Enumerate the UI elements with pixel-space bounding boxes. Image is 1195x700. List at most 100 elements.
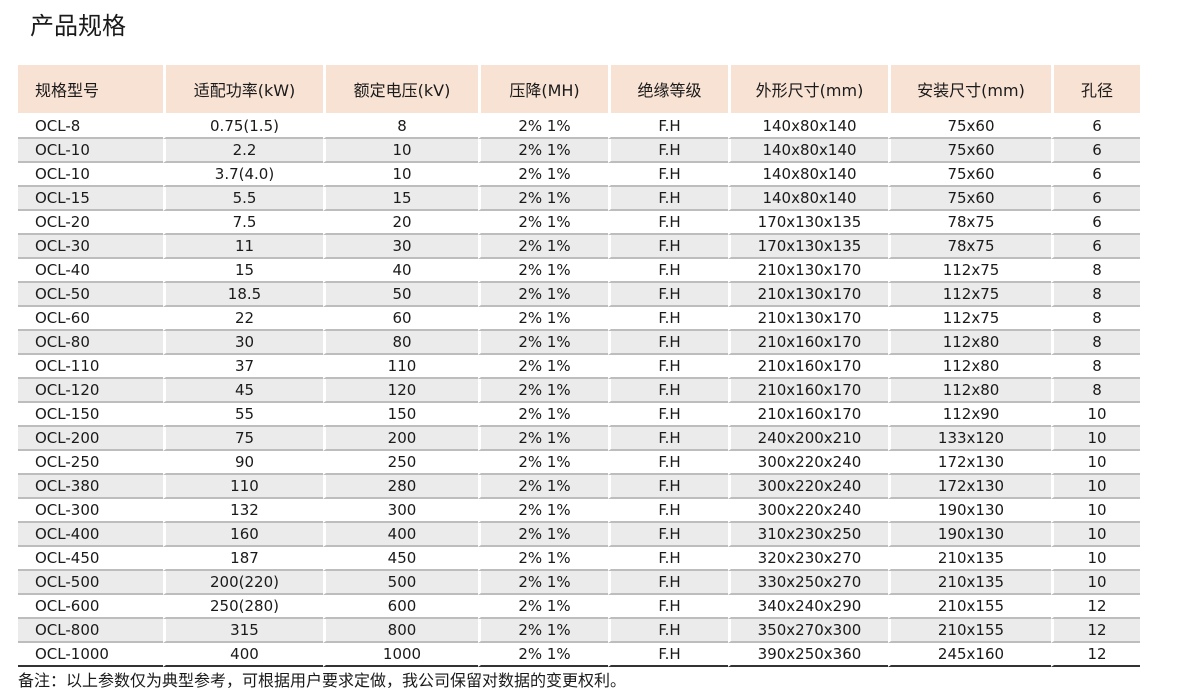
cell-insulation: F.H: [608, 283, 728, 307]
cell-model: OCL-300: [18, 499, 163, 523]
cell-insulation: F.H: [608, 259, 728, 283]
cell-hole: 8: [1051, 331, 1140, 355]
cell-voltage: 300: [323, 499, 478, 523]
cell-hole: 6: [1051, 163, 1140, 187]
cell-mounting: 210x155: [888, 619, 1051, 643]
cell-pressure-drop: 2% 1%: [478, 211, 608, 235]
cell-mounting: 78x75: [888, 235, 1051, 259]
cell-hole: 6: [1051, 115, 1140, 139]
cell-mounting: 112x80: [888, 355, 1051, 379]
cell-dimensions: 210x130x170: [728, 283, 888, 307]
cell-mounting: 210x135: [888, 571, 1051, 595]
cell-insulation: F.H: [608, 427, 728, 451]
cell-insulation: F.H: [608, 163, 728, 187]
cell-mounting: 112x75: [888, 259, 1051, 283]
table-row: OCL-8 0.75(1.5) 8 2% 1% F.H 140x80x140 75x60 6: [18, 115, 1140, 139]
cell-dimensions: 330x250x270: [728, 571, 888, 595]
cell-dimensions: 210x160x170: [728, 355, 888, 379]
cell-voltage: 60: [323, 307, 478, 331]
cell-model: OCL-600: [18, 595, 163, 619]
cell-pressure-drop: 2% 1%: [478, 235, 608, 259]
cell-power: 160: [163, 523, 323, 547]
table-row: OCL-150 55 150 2% 1% F.H 210x160x170 112x90 10: [18, 403, 1140, 427]
header-model: 规格型号: [18, 65, 163, 115]
cell-hole: 12: [1051, 643, 1140, 667]
cell-model: OCL-450: [18, 547, 163, 571]
cell-voltage: 20: [323, 211, 478, 235]
cell-hole: 6: [1051, 235, 1140, 259]
cell-dimensions: 240x200x210: [728, 427, 888, 451]
cell-power: 18.5: [163, 283, 323, 307]
cell-dimensions: 320x230x270: [728, 547, 888, 571]
cell-hole: 8: [1051, 283, 1140, 307]
cell-dimensions: 140x80x140: [728, 115, 888, 139]
cell-model: OCL-80: [18, 331, 163, 355]
cell-hole: 10: [1051, 523, 1140, 547]
cell-voltage: 8: [323, 115, 478, 139]
cell-model: OCL-800: [18, 619, 163, 643]
cell-voltage: 500: [323, 571, 478, 595]
table-header-row: 规格型号 适配功率(kW) 额定电压(kV) 压降(MH) 绝缘等级 外形尺寸(…: [18, 65, 1140, 115]
cell-power: 45: [163, 379, 323, 403]
cell-pressure-drop: 2% 1%: [478, 499, 608, 523]
table-row: OCL-450 187 450 2% 1% F.H 320x230x270 210x135 1…: [18, 547, 1140, 571]
cell-insulation: F.H: [608, 547, 728, 571]
cell-insulation: F.H: [608, 475, 728, 499]
cell-power: 187: [163, 547, 323, 571]
cell-model: OCL-250: [18, 451, 163, 475]
cell-hole: 10: [1051, 451, 1140, 475]
table-row: OCL-50 18.5 50 2% 1% F.H 210x130x170 112x75 8: [18, 283, 1140, 307]
cell-dimensions: 210x160x170: [728, 403, 888, 427]
cell-dimensions: 210x160x170: [728, 331, 888, 355]
cell-hole: 12: [1051, 619, 1140, 643]
cell-power: 15: [163, 259, 323, 283]
header-power: 适配功率(kW): [163, 65, 323, 115]
cell-mounting: 75x60: [888, 115, 1051, 139]
cell-mounting: 133x120: [888, 427, 1051, 451]
cell-mounting: 210x135: [888, 547, 1051, 571]
table-row: OCL-60 22 60 2% 1% F.H 210x130x170 112x75 8: [18, 307, 1140, 331]
cell-power: 7.5: [163, 211, 323, 235]
cell-power: 400: [163, 643, 323, 667]
cell-hole: 6: [1051, 187, 1140, 211]
cell-power: 200(220): [163, 571, 323, 595]
cell-mounting: 75x60: [888, 187, 1051, 211]
table-body: OCL-8 0.75(1.5) 8 2% 1% F.H 140x80x140 75x60 6 O…: [18, 115, 1140, 667]
header-voltage: 额定电压(kV): [323, 65, 478, 115]
table-row: OCL-380 110 280 2% 1% F.H 300x220x240 172x130 1…: [18, 475, 1140, 499]
cell-model: OCL-400: [18, 523, 163, 547]
cell-dimensions: 140x80x140: [728, 139, 888, 163]
cell-model: OCL-200: [18, 427, 163, 451]
cell-pressure-drop: 2% 1%: [478, 355, 608, 379]
cell-voltage: 800: [323, 619, 478, 643]
cell-pressure-drop: 2% 1%: [478, 475, 608, 499]
cell-model: OCL-500: [18, 571, 163, 595]
cell-mounting: 190x130: [888, 523, 1051, 547]
table-row: OCL-600 250(280) 600 2% 1% F.H 340x240x290 210…: [18, 595, 1140, 619]
cell-pressure-drop: 2% 1%: [478, 403, 608, 427]
cell-pressure-drop: 2% 1%: [478, 523, 608, 547]
table-row: OCL-40 15 40 2% 1% F.H 210x130x170 112x75 8: [18, 259, 1140, 283]
cell-voltage: 400: [323, 523, 478, 547]
cell-pressure-drop: 2% 1%: [478, 163, 608, 187]
cell-pressure-drop: 2% 1%: [478, 595, 608, 619]
table-row: OCL-80 30 80 2% 1% F.H 210x160x170 112x80 8: [18, 331, 1140, 355]
cell-insulation: F.H: [608, 235, 728, 259]
cell-voltage: 10: [323, 139, 478, 163]
table-row: OCL-200 75 200 2% 1% F.H 240x200x210 133x120 10: [18, 427, 1140, 451]
header-hole: 孔径: [1051, 65, 1140, 115]
table-row: OCL-500 200(220) 500 2% 1% F.H 330x250x270 210…: [18, 571, 1140, 595]
cell-dimensions: 340x240x290: [728, 595, 888, 619]
cell-mounting: 190x130: [888, 499, 1051, 523]
cell-insulation: F.H: [608, 187, 728, 211]
header-pressure-drop: 压降(MH): [478, 65, 608, 115]
cell-power: 5.5: [163, 187, 323, 211]
cell-voltage: 40: [323, 259, 478, 283]
cell-dimensions: 140x80x140: [728, 187, 888, 211]
table-row: OCL-10 3.7(4.0) 10 2% 1% F.H 140x80x140 75x60 6: [18, 163, 1140, 187]
cell-pressure-drop: 2% 1%: [478, 331, 608, 355]
cell-pressure-drop: 2% 1%: [478, 451, 608, 475]
cell-voltage: 150: [323, 403, 478, 427]
table-row: OCL-800 315 800 2% 1% F.H 350x270x300 210x155 1…: [18, 619, 1140, 643]
cell-power: 55: [163, 403, 323, 427]
